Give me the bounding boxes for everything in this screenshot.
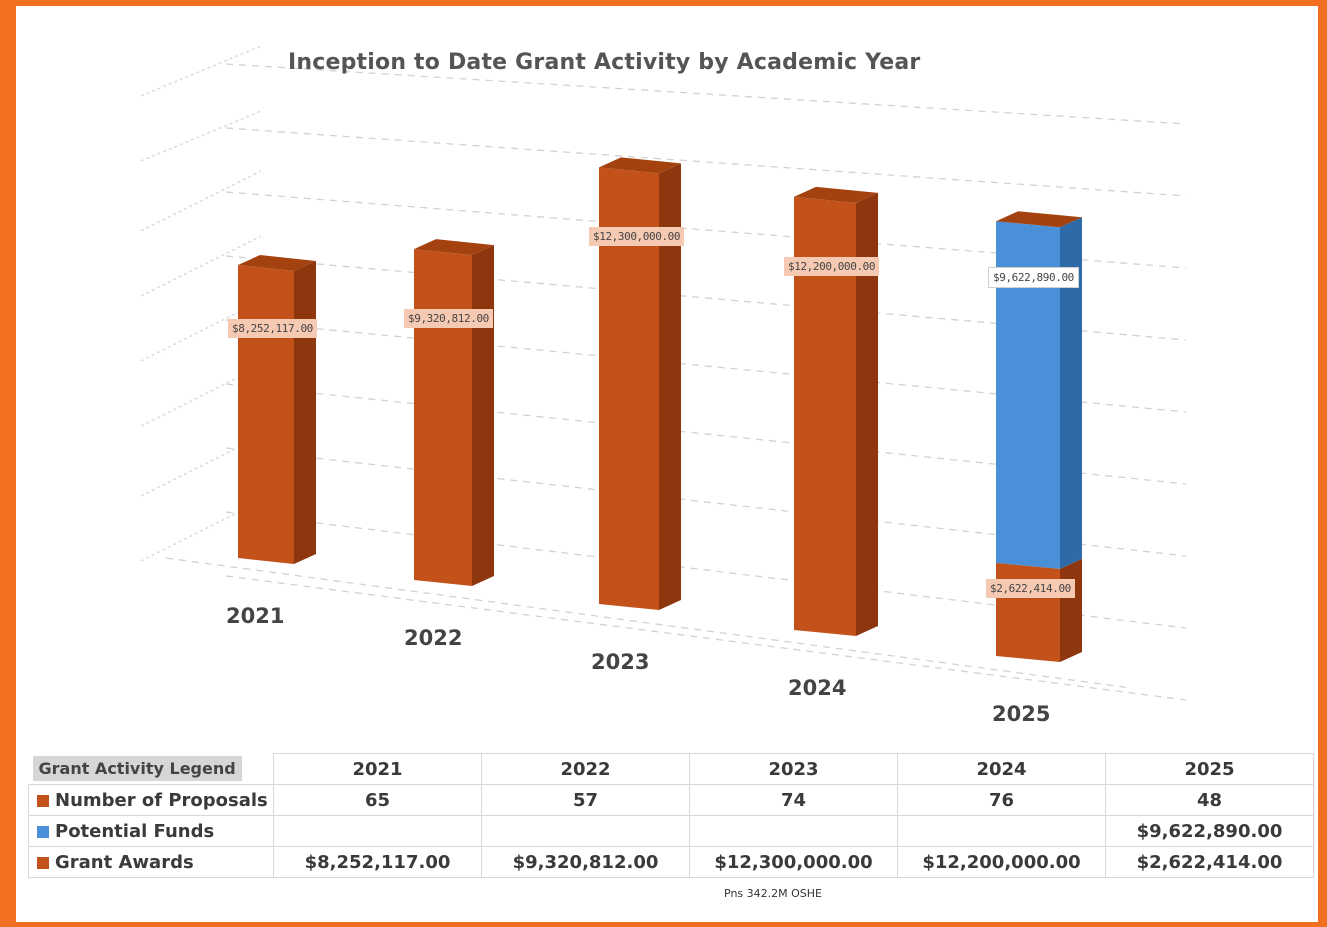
chart-area: Inception to Date Grant Activity by Acad… — [16, 6, 1318, 922]
data-label-potential: $9,622,890.00 — [988, 267, 1079, 289]
legend-row-potential: Potential Funds $9,622,890.00 — [28, 815, 1314, 847]
bar-top-cap — [794, 186, 878, 203]
x-tick-label: 2021 — [226, 604, 285, 628]
legend-year-header: 2021 — [273, 753, 482, 785]
bar-top-cap — [599, 157, 681, 174]
legend-row-label: Grant Awards — [28, 846, 274, 878]
legend-year-header: 2025 — [1105, 753, 1314, 785]
legend-year-header: 2022 — [481, 753, 690, 785]
legend-cell: 74 — [689, 784, 898, 816]
bar-awards-front — [599, 167, 659, 610]
gridline-left — [140, 435, 262, 497]
legend-table: Grant Activity Legend 2021 2022 2023 202… — [28, 753, 1314, 878]
legend-row-name: Number of Proposals — [55, 789, 268, 811]
chart-title: Inception to Date Grant Activity by Acad… — [288, 50, 921, 75]
legend-swatch-potential — [37, 825, 49, 838]
bar-awards-side — [659, 163, 681, 610]
legend-cell: $12,300,000.00 — [689, 846, 898, 878]
legend-year-header: 2024 — [897, 753, 1106, 785]
gridline-left — [140, 110, 262, 162]
gridline — [225, 383, 1187, 485]
legend-cell: 65 — [273, 784, 482, 816]
gridline — [225, 127, 1187, 197]
legend-cell: $9,320,812.00 — [481, 846, 690, 878]
gridline-left — [140, 500, 262, 562]
legend-row-name: Grant Awards — [55, 851, 194, 873]
gridline — [225, 575, 1187, 701]
legend-cell: 48 — [1105, 784, 1314, 816]
legend-title-cell: Grant Activity Legend — [29, 754, 274, 785]
bar-awards-front — [996, 562, 1060, 662]
legend-cell: 76 — [897, 784, 1106, 816]
bar-awards-front — [794, 196, 856, 636]
x-tick-label: 2022 — [404, 626, 463, 650]
bar-top-cap — [414, 239, 494, 256]
legend-row-name: Potential Funds — [55, 820, 215, 842]
bar-awards-front — [238, 265, 294, 564]
chart-plot — [140, 45, 1187, 701]
legend-swatch-proposals — [37, 794, 49, 807]
legend-cell — [273, 815, 482, 847]
x-tick-label: 2025 — [992, 702, 1051, 726]
bar-awards-side — [472, 245, 494, 586]
legend-year-header: 2023 — [689, 753, 898, 785]
legend-row-awards: Grant Awards $8,252,117.00 $9,320,812.00… — [28, 846, 1314, 878]
legend-cell: 57 — [481, 784, 690, 816]
gridline-left — [140, 365, 262, 427]
data-label-awards: $12,300,000.00 — [589, 227, 685, 247]
bar-awards-front — [414, 249, 472, 586]
legend-cell — [481, 815, 690, 847]
legend-swatch-awards — [37, 856, 49, 869]
legend-row-proposals: Number of Proposals 65 57 74 76 48 — [28, 784, 1314, 816]
gridline — [225, 447, 1187, 557]
legend-cell — [689, 815, 898, 847]
legend-cell — [897, 815, 1106, 847]
bar-awards-side — [1060, 558, 1082, 662]
gridline-left — [140, 170, 262, 232]
legend-header-row: Grant Activity Legend 2021 2022 2023 202… — [29, 753, 1314, 785]
legend-title: Grant Activity Legend — [32, 756, 242, 782]
legend-cell: $12,200,000.00 — [897, 846, 1106, 878]
data-label-awards: $9,320,812.00 — [404, 309, 493, 329]
legend-cell: $9,622,890.00 — [1105, 815, 1314, 847]
footnote: Pns 342.2M OSHE — [724, 887, 822, 900]
bar-top-cap — [996, 211, 1082, 228]
bar-potential-side — [1060, 217, 1082, 569]
gridline-left — [140, 300, 262, 362]
gridline-left — [140, 45, 262, 97]
legend-cell: $2,622,414.00 — [1105, 846, 1314, 878]
baseline — [165, 557, 1132, 689]
legend-cell: $8,252,117.00 — [273, 846, 482, 878]
data-label-awards: $8,252,117.00 — [228, 319, 317, 339]
legend-row-label: Number of Proposals — [28, 784, 274, 816]
legend-row-label: Potential Funds — [28, 815, 274, 847]
gridline — [225, 255, 1187, 341]
gridline — [225, 511, 1187, 629]
bar-awards-side — [856, 192, 878, 636]
bar-awards-side — [294, 261, 316, 564]
data-label-awards: $2,622,414.00 — [986, 578, 1075, 598]
bar-potential-front — [996, 221, 1060, 569]
gridline — [225, 63, 1187, 125]
gridline-left — [140, 235, 262, 297]
data-label-awards: $12,200,000.00 — [784, 256, 880, 276]
gridline — [225, 191, 1187, 269]
bar-top-cap — [238, 255, 316, 272]
x-tick-label: 2023 — [591, 650, 650, 674]
gridline — [225, 319, 1187, 413]
x-tick-label: 2024 — [788, 676, 847, 700]
